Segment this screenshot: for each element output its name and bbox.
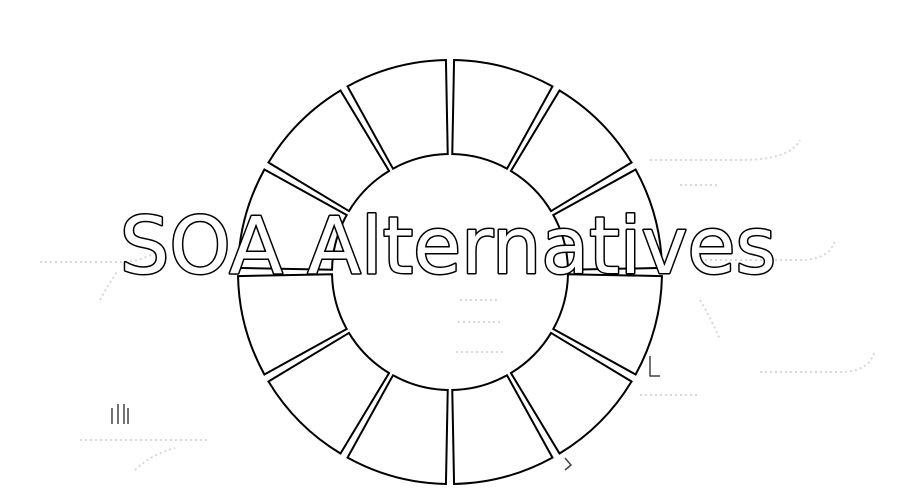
title: SOA Alternatives (120, 202, 776, 292)
ring-segment (451, 373, 554, 485)
tick-glyph-bottom (564, 457, 573, 471)
ring-segment (551, 168, 663, 271)
segmented-ring (237, 59, 663, 485)
faint-mark-bottom-left-diag (134, 447, 176, 471)
faint-mark-right-mid (700, 239, 836, 261)
ring-segment (509, 89, 633, 213)
faint-mark-left-diag (99, 269, 119, 301)
faint-mark-right-top (650, 139, 801, 161)
ring-segment (509, 331, 633, 455)
ring-segment (267, 331, 391, 455)
ring-segment (237, 273, 349, 376)
ring-segment (346, 373, 449, 485)
corner-glyph-right (649, 356, 660, 377)
small-glyph-marks (111, 356, 660, 471)
ring-segment (267, 89, 391, 213)
faint-mark-right-low-2 (760, 349, 876, 373)
ring-segment (237, 168, 349, 271)
faint-mark-right-mid-diag (699, 299, 721, 341)
ring-segment (551, 273, 663, 376)
bars-glyph-bottom-left (111, 404, 129, 424)
faint-mark-left (40, 249, 161, 263)
ring-segment (451, 59, 554, 171)
faint-background-marks (40, 139, 876, 471)
ring-segment (346, 59, 449, 171)
faint-mark-center (456, 299, 505, 353)
